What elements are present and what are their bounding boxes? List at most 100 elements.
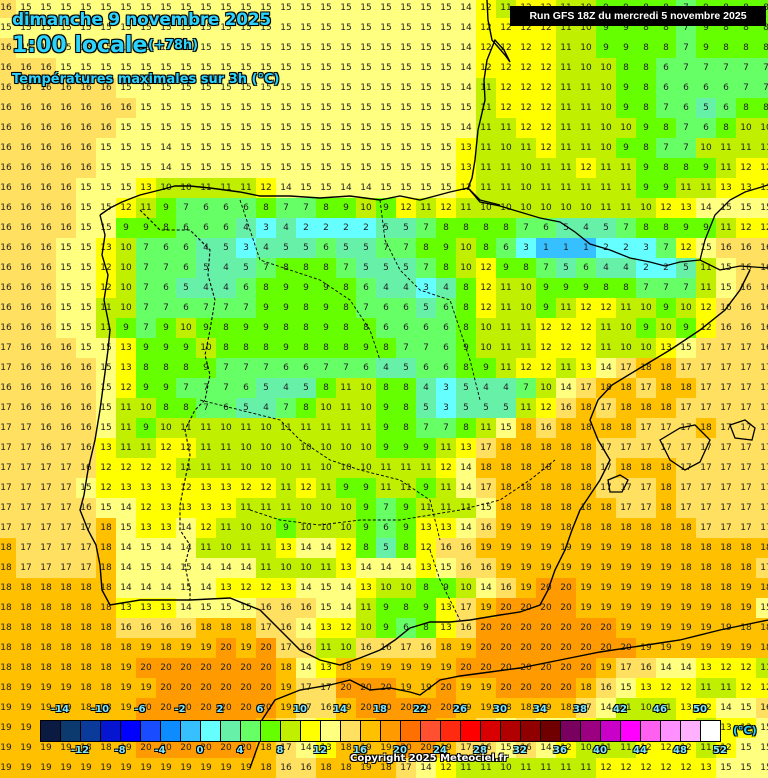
field-cell	[536, 278, 556, 298]
field-cell	[0, 658, 16, 678]
field-cell	[636, 538, 656, 558]
field-cell	[236, 298, 256, 318]
field-cell	[236, 638, 256, 658]
field-cell	[656, 518, 676, 538]
field-cell	[236, 218, 256, 238]
field-cell	[16, 698, 36, 718]
field-cell	[676, 638, 696, 658]
field-cell	[736, 98, 756, 118]
field-cell	[216, 118, 236, 138]
field-cell	[196, 58, 216, 78]
field-cell	[596, 578, 616, 598]
field-cell	[736, 218, 756, 238]
field-cell	[576, 578, 596, 598]
field-cell	[256, 338, 276, 358]
field-cell	[436, 458, 456, 478]
field-cell	[96, 258, 116, 278]
field-cell	[716, 498, 736, 518]
field-cell	[296, 398, 316, 418]
field-cell	[496, 498, 516, 518]
field-cell	[336, 238, 356, 258]
field-cell	[296, 218, 316, 238]
field-cell	[156, 598, 176, 618]
field-cell	[476, 78, 496, 98]
field-cell	[396, 298, 416, 318]
field-cell	[536, 98, 556, 118]
field-cell	[236, 178, 256, 198]
field-cell	[756, 618, 768, 638]
field-cell	[76, 398, 96, 418]
field-cell	[536, 258, 556, 278]
field-cell	[156, 498, 176, 518]
field-cell	[116, 758, 136, 778]
field-cell	[0, 538, 16, 558]
field-cell	[436, 258, 456, 278]
field-cell	[416, 578, 436, 598]
field-cell	[196, 138, 216, 158]
field-cell	[736, 598, 756, 618]
field-cell	[396, 198, 416, 218]
field-cell	[236, 618, 256, 638]
field-cell	[0, 398, 16, 418]
field-cell	[596, 498, 616, 518]
colorbar-tick-label: -14	[50, 704, 70, 715]
field-cell	[256, 478, 276, 498]
field-cell	[236, 658, 256, 678]
field-cell	[36, 698, 56, 718]
field-cell	[516, 758, 536, 778]
field-cell	[56, 658, 76, 678]
field-cell	[0, 518, 16, 538]
field-cell	[396, 238, 416, 258]
field-cell	[736, 398, 756, 418]
field-cell	[136, 558, 156, 578]
field-cell	[636, 278, 656, 298]
field-cell	[376, 118, 396, 138]
field-cell	[276, 338, 296, 358]
field-cell	[676, 598, 696, 618]
field-cell	[216, 338, 236, 358]
field-cell	[0, 198, 16, 218]
field-cell	[756, 558, 768, 578]
field-cell	[476, 418, 496, 438]
field-cell	[716, 378, 736, 398]
field-cell	[116, 618, 136, 638]
field-cell	[316, 0, 336, 18]
field-cell	[696, 238, 716, 258]
field-cell	[736, 518, 756, 538]
field-cell	[296, 178, 316, 198]
field-cell	[536, 478, 556, 498]
field-cell	[576, 298, 596, 318]
field-cell	[376, 618, 396, 638]
field-cell	[356, 218, 376, 238]
field-cell	[756, 238, 768, 258]
field-cell	[436, 318, 456, 338]
field-cell	[376, 658, 396, 678]
field-cell	[36, 478, 56, 498]
field-cell	[476, 678, 496, 698]
colorbar-swatch	[161, 721, 181, 741]
field-cell	[636, 478, 656, 498]
field-cell	[596, 438, 616, 458]
field-cell	[696, 518, 716, 538]
field-cell	[276, 218, 296, 238]
field-cell	[496, 98, 516, 118]
field-cell	[716, 218, 736, 238]
field-cell	[596, 478, 616, 498]
field-cell	[456, 118, 476, 138]
field-cell	[476, 38, 496, 58]
field-cell	[556, 138, 576, 158]
field-cell	[656, 678, 676, 698]
field-cell	[316, 418, 336, 438]
field-cell	[36, 498, 56, 518]
field-cell	[536, 398, 556, 418]
field-cell	[116, 678, 136, 698]
field-cell	[76, 18, 96, 38]
field-cell	[136, 18, 156, 38]
field-cell	[736, 678, 756, 698]
field-cell	[276, 158, 296, 178]
field-cell	[736, 298, 756, 318]
field-cell	[56, 418, 76, 438]
field-cell	[76, 78, 96, 98]
field-cell	[436, 498, 456, 518]
field-cell	[76, 558, 96, 578]
